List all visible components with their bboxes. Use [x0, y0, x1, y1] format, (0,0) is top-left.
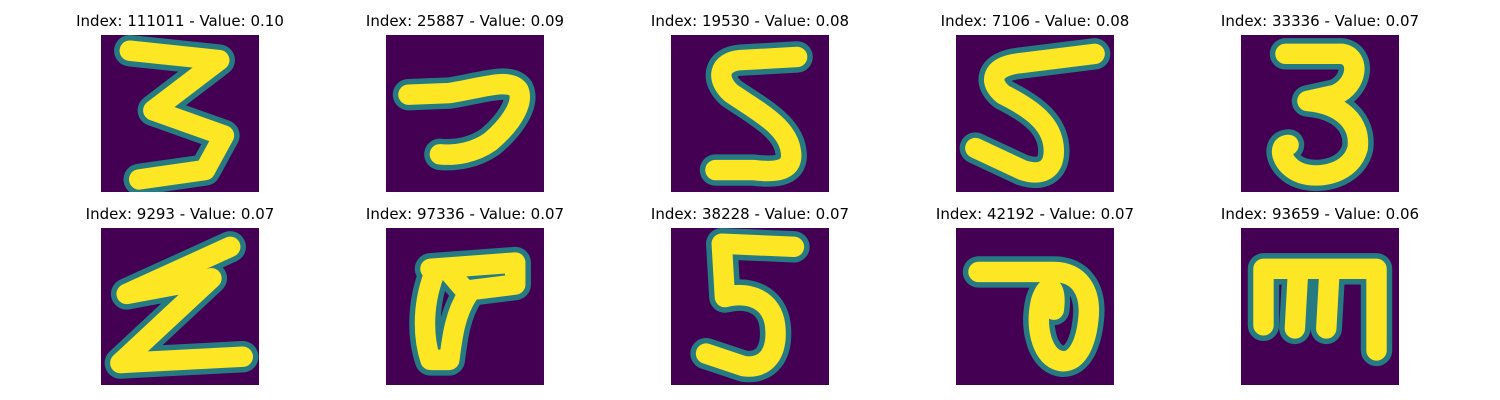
digit-image	[386, 228, 544, 385]
panel-title: Index: 111011 - Value: 0.10	[76, 12, 284, 30]
panel-title: Index: 38228 - Value: 0.07	[650, 205, 850, 223]
panel-title: Index: 9293 - Value: 0.07	[85, 205, 275, 223]
panel-title: Index: 7106 - Value: 0.08	[940, 12, 1130, 30]
digit-image	[1241, 35, 1399, 192]
panel-title: Index: 93659 - Value: 0.06	[1220, 205, 1420, 223]
digit-image	[956, 228, 1114, 385]
digit-image	[101, 35, 259, 192]
panel-title: Index: 25887 - Value: 0.09	[365, 12, 565, 30]
digit-image	[1241, 228, 1399, 385]
panel-title: Index: 42192 - Value: 0.07	[935, 205, 1135, 223]
panel-title: Index: 33336 - Value: 0.07	[1220, 12, 1420, 30]
digit-image	[386, 35, 544, 192]
panel-title: Index: 97336 - Value: 0.07	[365, 205, 565, 223]
digit-image	[956, 35, 1114, 192]
digit-image	[671, 228, 829, 385]
panel-title: Index: 19530 - Value: 0.08	[650, 12, 850, 30]
digit-image	[671, 35, 829, 192]
digit-image	[101, 228, 259, 385]
